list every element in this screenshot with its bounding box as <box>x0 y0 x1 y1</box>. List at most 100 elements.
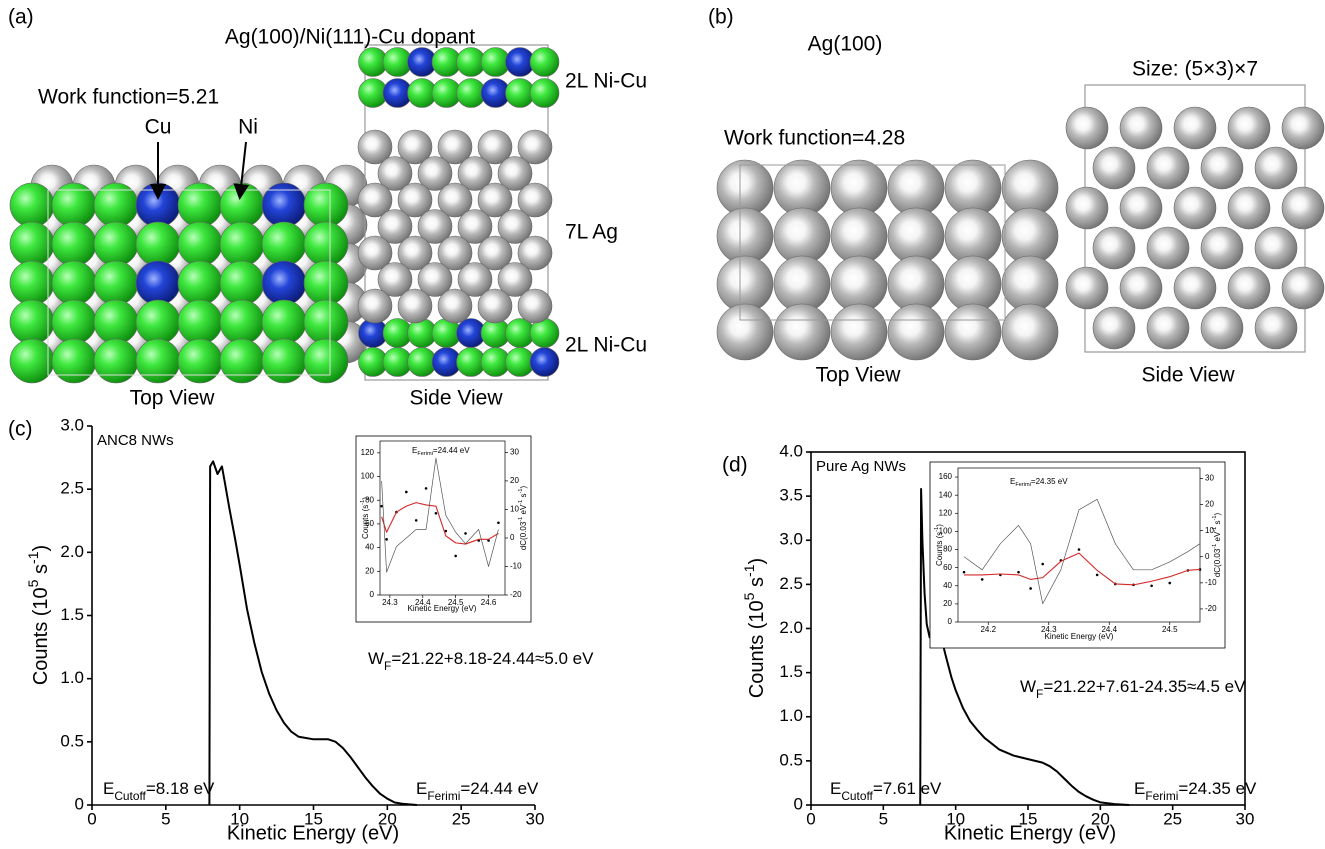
atom <box>936 300 952 316</box>
atom <box>1147 227 1189 269</box>
y-tick-label: 0 <box>948 617 953 626</box>
y-tick-label: 60 <box>943 563 952 572</box>
label-part: F <box>384 659 391 673</box>
data-point <box>1168 582 1171 585</box>
atom <box>1201 147 1243 189</box>
atom <box>774 256 830 312</box>
y-tick-label: 0 <box>794 794 803 813</box>
y-tick-label: 1.5 <box>779 662 803 681</box>
label-part: =24.35 eV <box>1031 477 1068 486</box>
label-part: =24.44 eV <box>433 446 470 455</box>
label-part: Counts (s <box>935 532 944 566</box>
atom <box>136 300 180 344</box>
y-tick-label: 3.5 <box>779 486 803 505</box>
y-tick-label: 2.0 <box>60 542 84 561</box>
y2-tick-label: -10 <box>1205 578 1217 587</box>
atom <box>358 289 392 323</box>
y-tick-label: 160 <box>939 472 953 481</box>
atom <box>1255 147 1297 189</box>
x-tick-label: 5 <box>879 810 888 829</box>
x-tick-label: 0 <box>87 810 96 829</box>
rich-label: ECutoff=8.18 eV <box>103 779 215 803</box>
y-tick-label: 20 <box>365 566 374 575</box>
y2-tick-label: 0 <box>510 533 515 542</box>
rich-label: EFerimi=24.44 eV <box>416 779 539 803</box>
atom <box>10 339 54 383</box>
data-point <box>1096 574 1099 577</box>
label-part: =24.44 eV <box>460 779 539 798</box>
panel-title: Ag(100) <box>808 33 883 56</box>
atom <box>398 289 432 323</box>
atom <box>1093 147 1135 189</box>
data-point <box>405 491 408 494</box>
atom <box>717 304 773 360</box>
atom <box>94 300 138 344</box>
atom <box>178 222 222 266</box>
label-part: -1 <box>741 564 757 577</box>
y-tick-label: 80 <box>943 545 952 554</box>
y2-tick-label: 20 <box>510 476 519 485</box>
atom <box>1066 107 1108 149</box>
data-point <box>425 487 428 490</box>
atom <box>178 300 222 344</box>
atom <box>52 300 96 344</box>
data-point <box>1017 571 1020 574</box>
y2-tick-label: -20 <box>1205 604 1217 613</box>
atom <box>717 160 773 216</box>
x-tick-label: 0 <box>806 810 815 829</box>
chart-title: ANC8 NWs <box>97 432 174 449</box>
data-point <box>1078 548 1081 551</box>
data-point <box>1029 587 1032 590</box>
atom <box>10 222 54 266</box>
y-tick-label: 0 <box>75 794 84 813</box>
atom <box>765 252 781 268</box>
atom <box>518 289 552 323</box>
atom <box>178 339 222 383</box>
atom <box>993 204 1009 220</box>
atom <box>1255 227 1297 269</box>
atom <box>774 208 830 264</box>
atom <box>262 300 306 344</box>
x-axis-label: Kinetic Energy (eV) <box>1045 632 1114 641</box>
atom <box>945 208 1001 264</box>
y-tick-label: 40 <box>943 581 952 590</box>
label-part: ) <box>30 545 52 552</box>
data-point <box>963 571 966 574</box>
panel-label: (a) <box>8 6 34 29</box>
atom <box>304 261 348 305</box>
atom <box>765 348 781 364</box>
atom <box>717 208 773 264</box>
data-point <box>497 521 500 524</box>
atom <box>10 300 54 344</box>
y-tick-label: 3.0 <box>60 415 84 434</box>
rich-label: Counts (105 s-1) <box>25 545 53 685</box>
label-part: =24.35 eV <box>1178 779 1257 798</box>
atom <box>478 289 512 323</box>
data-point <box>981 578 984 581</box>
atom <box>888 256 944 312</box>
atom <box>1228 267 1270 309</box>
label-part: =21.22+7.61-24.35≈4.5 eV <box>1043 677 1246 696</box>
atom <box>1002 304 1058 360</box>
atom <box>1066 267 1108 309</box>
atom <box>178 261 222 305</box>
label-part: eV <box>1213 531 1222 544</box>
y-tick-label: 140 <box>939 490 953 499</box>
atom <box>831 160 887 216</box>
atom <box>438 289 472 323</box>
data-point <box>454 555 457 558</box>
label-part: dC(0.03 <box>1213 548 1222 577</box>
panel-label: (c) <box>8 418 33 441</box>
atom <box>1093 307 1135 349</box>
atom <box>10 261 54 305</box>
atom <box>831 208 887 264</box>
atom <box>304 339 348 383</box>
atom <box>1066 187 1108 229</box>
x-tick-label: 24.3 <box>382 598 398 607</box>
x-axis-label: Kinetic Energy (eV) <box>227 822 399 844</box>
rich-label: WF=21.22+8.18-24.44≈5.0 eV <box>368 649 594 673</box>
x-tick-label: 24.5 <box>1162 625 1178 634</box>
y-tick-label: 1.5 <box>60 605 84 624</box>
y2-tick-label: -20 <box>510 590 522 599</box>
atom <box>530 79 559 108</box>
